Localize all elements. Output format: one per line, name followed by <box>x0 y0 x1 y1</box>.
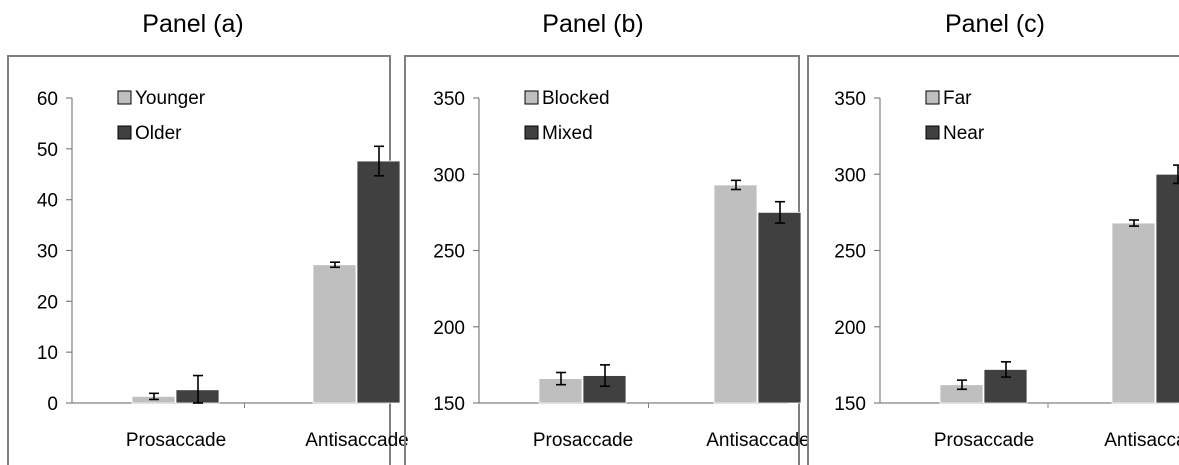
legend-swatch <box>117 90 132 105</box>
error-bar <box>556 371 566 386</box>
panel-c-title: Panel (c) <box>944 10 1046 38</box>
y-tick-label: 150 <box>834 394 866 415</box>
error-bar <box>149 392 159 401</box>
y-tick-label: 200 <box>433 318 465 339</box>
category-label: Prosaccade <box>533 430 633 451</box>
y-tick-label: 10 <box>37 343 58 364</box>
error-bar <box>374 145 384 177</box>
category-label: Prosaccade <box>126 430 226 451</box>
error-bar <box>957 379 967 391</box>
legend-swatch <box>117 125 132 140</box>
panel-1: 150 200 250 300 350 Prosaccade Antisaccade Bloc… <box>404 55 810 465</box>
legend-entry: Blocked <box>542 88 610 109</box>
panel-a-title: Panel (a) <box>142 10 244 38</box>
y-tick-label: 30 <box>37 242 58 263</box>
y-tick-label: 300 <box>433 165 465 186</box>
error-bar <box>1001 361 1011 378</box>
y-tick-label: 20 <box>37 292 58 313</box>
category-label: Antisaccade <box>305 430 409 451</box>
legend-entry: Younger <box>135 88 206 109</box>
legend-entry: Mixed <box>542 123 593 144</box>
legend-swatch <box>524 90 539 105</box>
category-label: Antisaccade <box>1104 430 1179 451</box>
panel-b-title: Panel (b) <box>542 10 644 38</box>
panel-2: 150 200 250 300 350 Prosaccade Antisaccade Far N… <box>807 55 1179 465</box>
chart-frame <box>807 55 1179 465</box>
legend-swatch <box>925 125 940 140</box>
legend-entry: Older <box>135 123 182 144</box>
y-tick-label: 250 <box>834 242 866 263</box>
category-label: Prosaccade <box>934 430 1034 451</box>
y-tick-label: 150 <box>433 394 465 415</box>
y-tick-label: 250 <box>433 242 465 263</box>
y-tick-label: 0 <box>47 394 58 415</box>
y-tick-label: 40 <box>37 191 58 212</box>
bar-blocked-antisaccade <box>713 184 758 404</box>
bar-far-antisaccade <box>1111 222 1156 404</box>
bar-older-antisaccade <box>356 160 401 404</box>
error-bar <box>1173 164 1179 185</box>
error-bar <box>1129 219 1139 227</box>
y-tick-label: 350 <box>433 89 465 110</box>
legend-swatch <box>925 90 940 105</box>
error-bar <box>330 261 340 269</box>
error-bar <box>731 179 741 191</box>
bar-mixed-antisaccade <box>757 211 802 404</box>
bar-younger-antisaccade <box>312 264 357 404</box>
bar-near-antisaccade <box>1155 173 1179 404</box>
legend-entry: Near <box>943 123 985 144</box>
panel-0: 0 10 20 30 40 50 60 Prosaccade Antisaccade Younge… <box>7 55 409 465</box>
legend-swatch <box>524 125 539 140</box>
y-tick-label: 60 <box>37 89 58 110</box>
y-tick-label: 300 <box>834 165 866 186</box>
error-bar <box>775 200 785 224</box>
y-tick-label: 350 <box>834 89 866 110</box>
error-bar <box>193 374 203 404</box>
error-bar <box>600 364 610 388</box>
legend-entry: Far <box>943 88 972 109</box>
y-tick-label: 50 <box>37 140 58 161</box>
category-label: Antisaccade <box>706 430 810 451</box>
y-tick-label: 200 <box>834 318 866 339</box>
